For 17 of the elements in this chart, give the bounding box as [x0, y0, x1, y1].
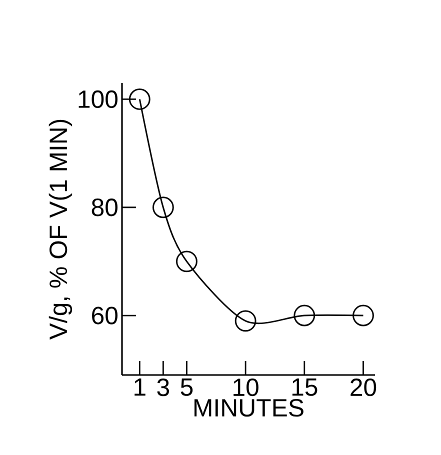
x-tick-label: 10	[234, 378, 258, 396]
y-axis-title: V/g, % OF V(1 MIN)	[48, 120, 72, 340]
x-axis-title: MINUTES	[194, 399, 304, 417]
y-tick-label: 100	[78, 90, 118, 108]
y-tick-label: 80	[92, 198, 118, 216]
point	[176, 250, 198, 272]
point	[152, 196, 174, 218]
point	[234, 310, 256, 332]
x-tick-label: 3	[157, 378, 170, 396]
x-tick-label: 1	[134, 378, 146, 396]
point	[352, 304, 374, 326]
x-tick-label: 20	[350, 378, 376, 396]
x-tick-label: 15	[292, 378, 318, 396]
x-tick-label: 5	[180, 378, 193, 396]
point	[128, 88, 150, 110]
y-tick-label: 60	[92, 306, 118, 324]
point	[294, 304, 316, 326]
